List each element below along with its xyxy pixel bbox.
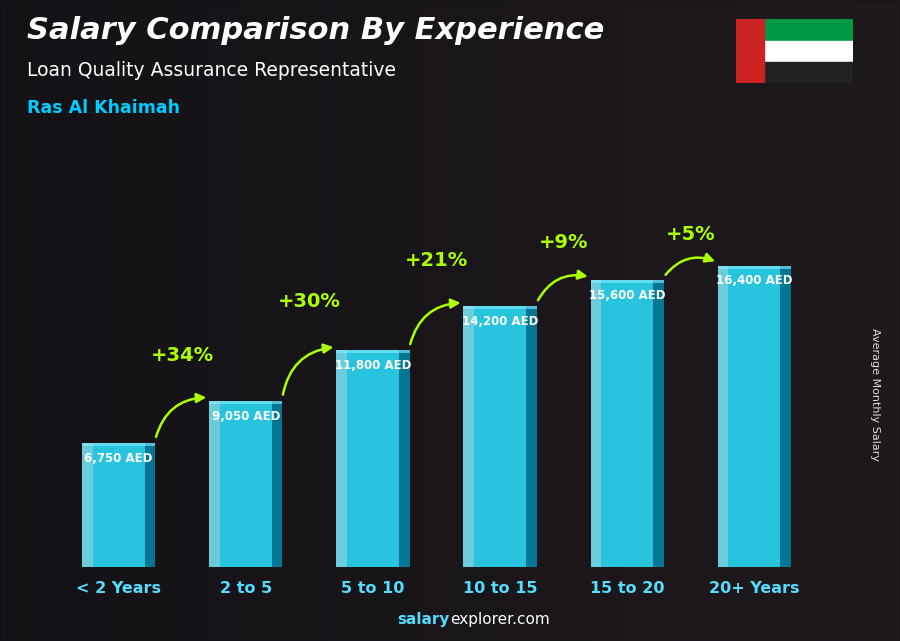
Text: +30%: +30% [278, 292, 341, 311]
Text: 16,400 AED: 16,400 AED [716, 274, 793, 287]
Bar [601, 281, 653, 567]
Text: +5%: +5% [666, 225, 716, 244]
Text: 9,050 AED: 9,050 AED [212, 410, 280, 422]
Bar [220, 401, 272, 567]
Text: explorer.com: explorer.com [450, 612, 550, 627]
Bar [399, 351, 410, 567]
Text: Ras Al Khaimah: Ras Al Khaimah [27, 99, 180, 117]
Bar [464, 306, 536, 309]
Text: +34%: +34% [150, 346, 214, 365]
Bar [82, 443, 156, 446]
Text: +21%: +21% [405, 251, 468, 271]
Bar [717, 266, 791, 269]
Bar [736, 62, 853, 83]
Bar [736, 19, 764, 83]
Bar [736, 40, 853, 62]
Bar [209, 401, 220, 567]
Bar [780, 266, 791, 567]
Bar [145, 443, 156, 567]
Bar [82, 443, 93, 567]
Bar [272, 401, 283, 567]
Text: 14,200 AED: 14,200 AED [462, 315, 538, 328]
Text: Average Monthly Salary: Average Monthly Salary [869, 328, 880, 461]
Bar [347, 351, 399, 567]
Bar [93, 443, 145, 567]
Bar [590, 281, 664, 283]
Bar [337, 351, 347, 567]
Text: Loan Quality Assurance Representative: Loan Quality Assurance Representative [27, 61, 396, 80]
Bar [653, 281, 664, 567]
Bar [464, 306, 474, 567]
Text: Salary Comparison By Experience: Salary Comparison By Experience [27, 16, 604, 45]
Text: +9%: +9% [539, 233, 589, 251]
Bar [736, 19, 853, 40]
Text: 6,750 AED: 6,750 AED [85, 452, 153, 465]
Bar [590, 281, 601, 567]
Bar [526, 306, 536, 567]
Text: salary: salary [398, 612, 450, 627]
Text: 15,600 AED: 15,600 AED [589, 289, 665, 302]
Bar [337, 351, 410, 353]
Bar [728, 266, 780, 567]
Bar [717, 266, 728, 567]
Bar [474, 306, 526, 567]
Text: 11,800 AED: 11,800 AED [335, 359, 411, 372]
Bar [209, 401, 283, 404]
